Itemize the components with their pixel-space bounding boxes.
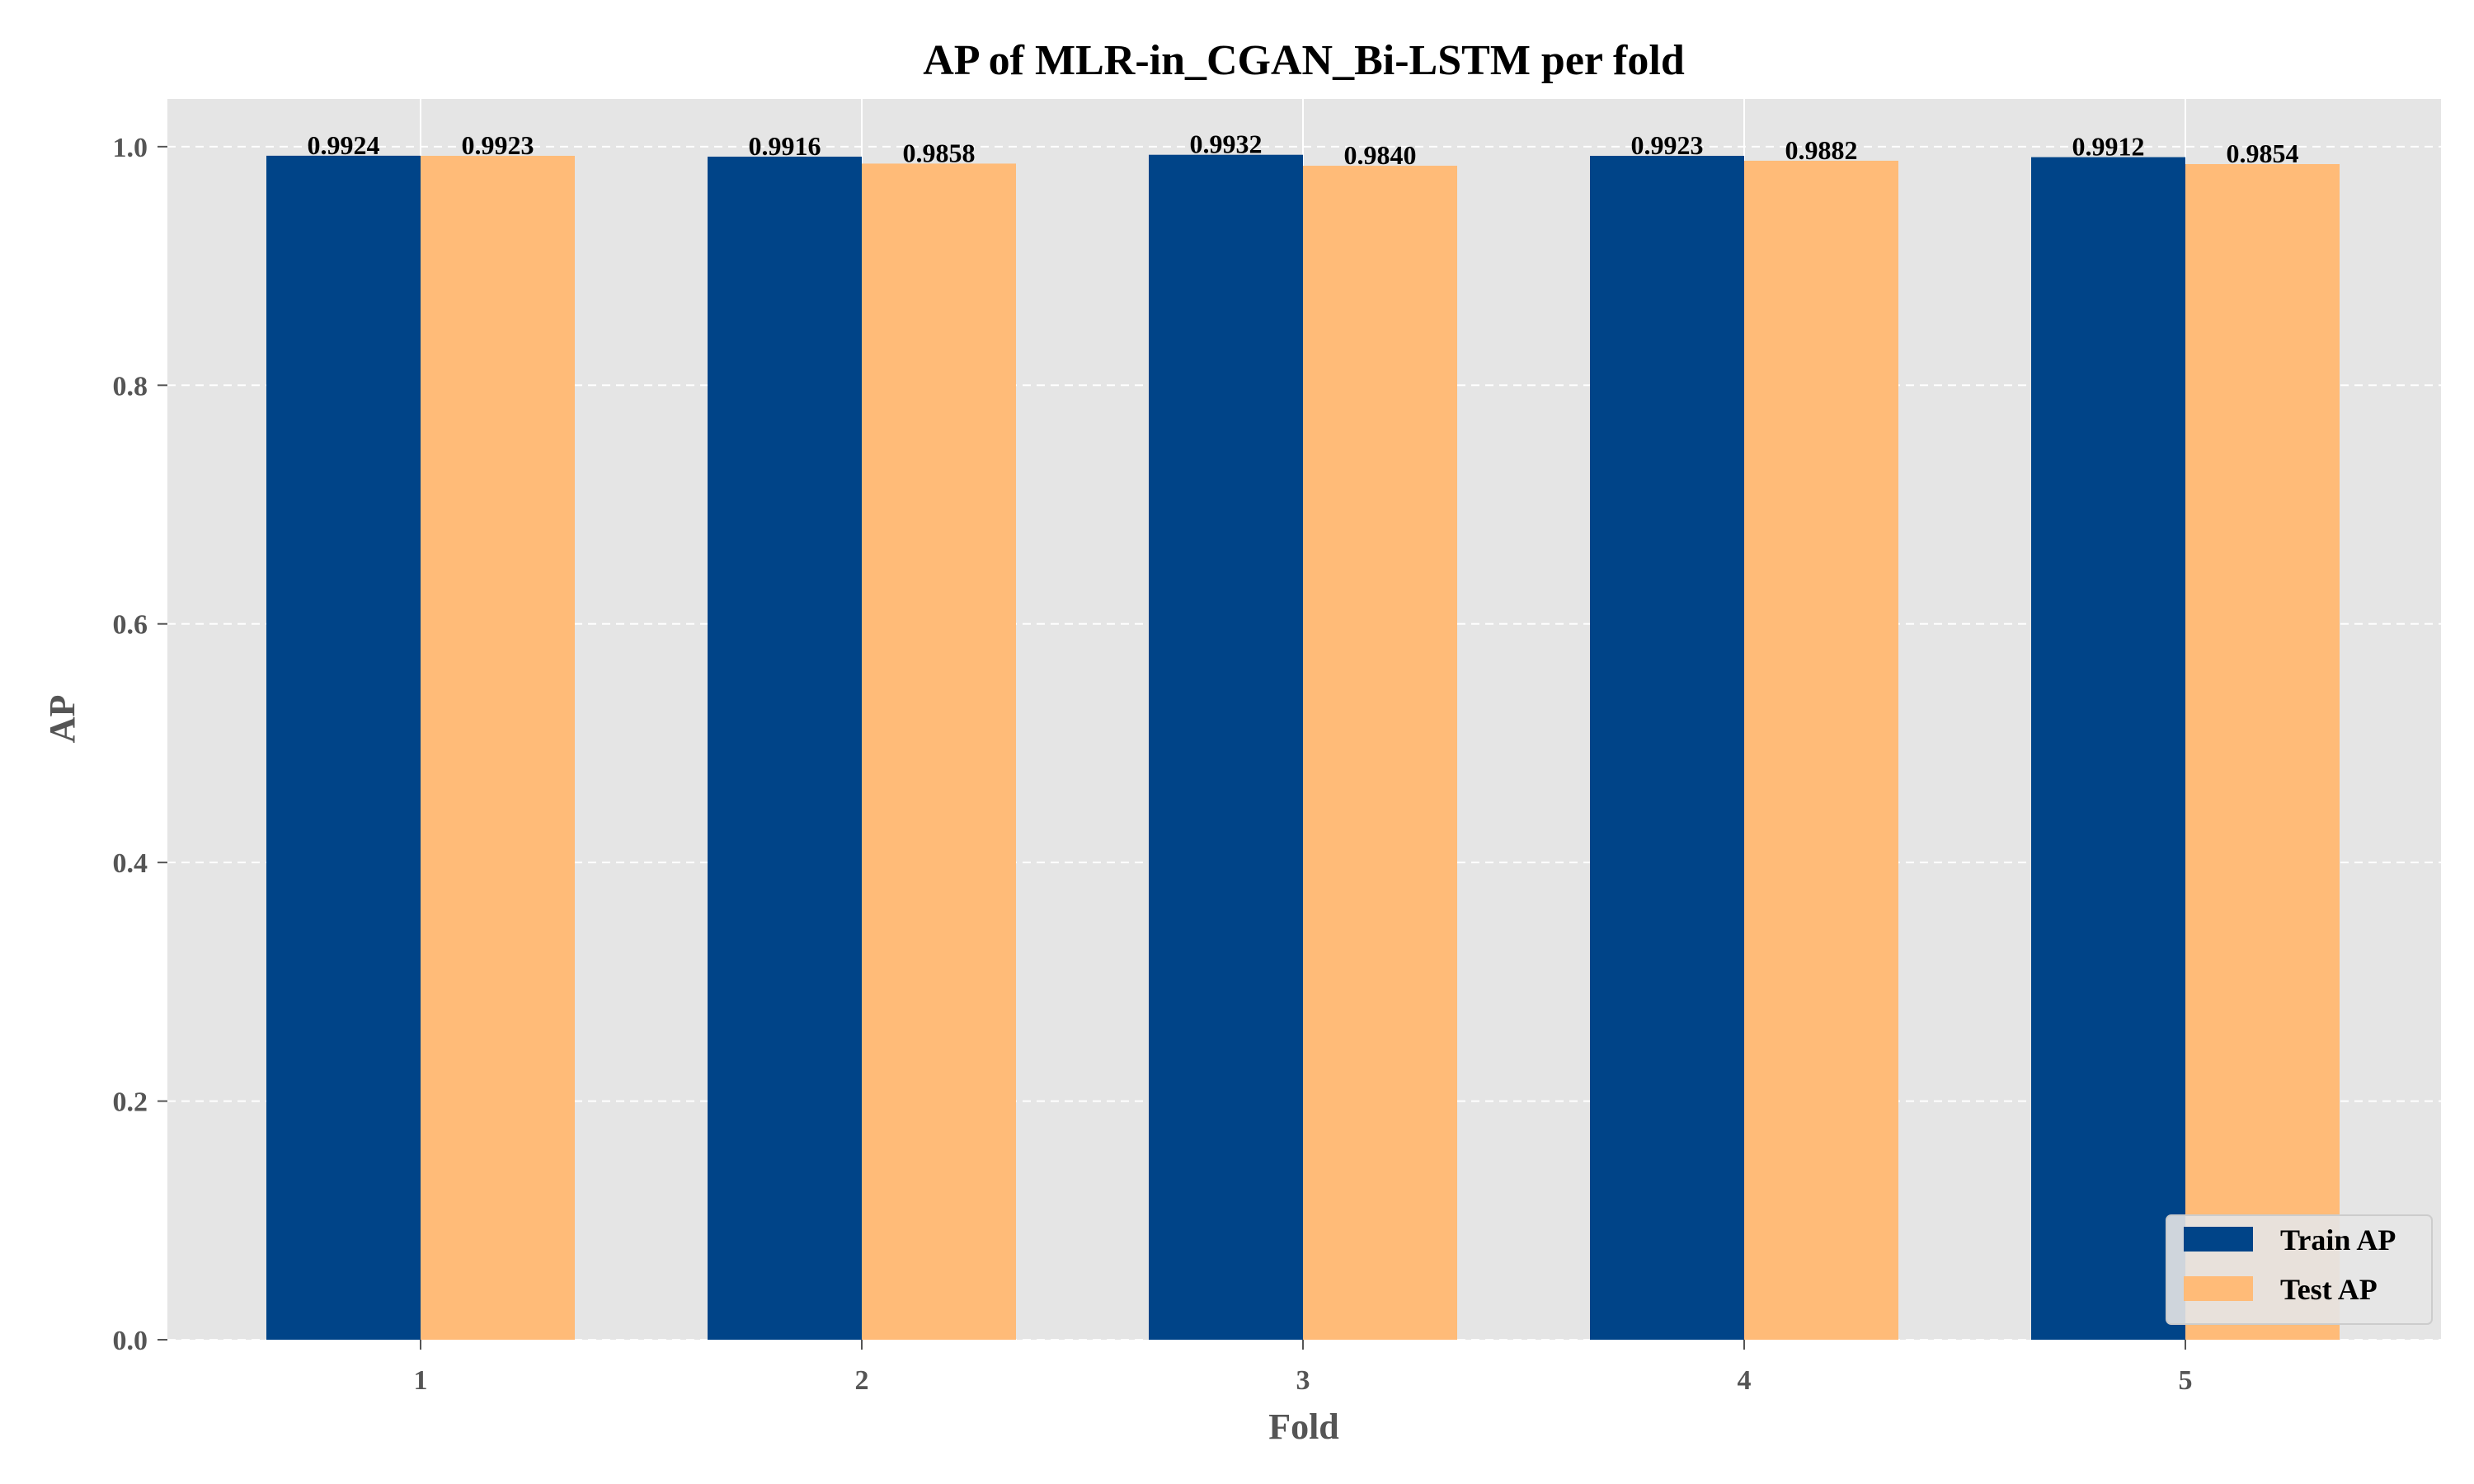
bar-train-ap	[2031, 157, 2185, 1340]
bar-train-ap	[266, 155, 421, 1340]
data-label-test-ap: 0.9858	[903, 138, 976, 167]
x-tick-label: 3	[1296, 1365, 1310, 1396]
bar-test-ap	[1744, 160, 1898, 1340]
data-label-test-ap: 0.9840	[1344, 140, 1417, 170]
bar-test-ap	[421, 156, 575, 1341]
data-label-train-ap: 0.9912	[2072, 132, 2145, 162]
bar-train-ap	[708, 157, 862, 1340]
data-label-train-ap: 0.9924	[308, 130, 380, 160]
legend-label-test: Test AP	[2280, 1273, 2378, 1306]
data-label-layer: 0.9924 0.9916 0.9932 0.9923 0.9912 0.9923 0.98…	[308, 129, 2299, 170]
chart-title: AP of MLR-in_CGAN_Bi-LSTM per fold	[923, 37, 1685, 84]
legend: Train AP Test AP	[2166, 1214, 2433, 1325]
x-tick-label: 1	[414, 1365, 428, 1396]
bar-test-ap	[2185, 164, 2340, 1341]
data-label-train-ap: 0.9916	[749, 131, 821, 161]
legend-swatch-test	[2184, 1276, 2253, 1301]
y-tick-label: 0.4	[113, 848, 148, 879]
data-label-train-ap: 0.9932	[1190, 129, 1263, 159]
data-label-test-ap: 0.9882	[1785, 135, 1858, 165]
bar-test-ap	[1303, 166, 1457, 1341]
data-label-train-ap: 0.9923	[1631, 130, 1704, 160]
data-label-test-ap: 0.9923	[462, 130, 534, 160]
x-tick-label: 5	[2179, 1365, 2193, 1396]
bar-test-ap	[862, 163, 1016, 1341]
y-tick-label: 1.0	[113, 133, 148, 163]
x-tick-label: 4	[1738, 1365, 1752, 1396]
data-label-test-ap: 0.9854	[2227, 139, 2299, 168]
legend-label-train: Train AP	[2280, 1223, 2396, 1256]
bar-train-ap	[1590, 156, 1744, 1341]
y-tick-label: 0.6	[113, 610, 148, 641]
y-axis-label: AP	[42, 695, 82, 744]
x-tick-label: 2	[855, 1365, 869, 1396]
y-tick-label: 0.0	[113, 1326, 148, 1356]
x-axis-label: Fold	[1268, 1407, 1339, 1447]
y-tick-label: 0.8	[113, 371, 148, 402]
tick-layer: 0.0 0.2 0.4 0.6 0.8 1.0 1 2 3 4 5	[113, 133, 2193, 1396]
y-tick-label: 0.2	[113, 1087, 148, 1118]
bar-layer	[266, 154, 2340, 1341]
bar-train-ap	[1149, 154, 1303, 1341]
legend-swatch-train	[2184, 1227, 2253, 1252]
